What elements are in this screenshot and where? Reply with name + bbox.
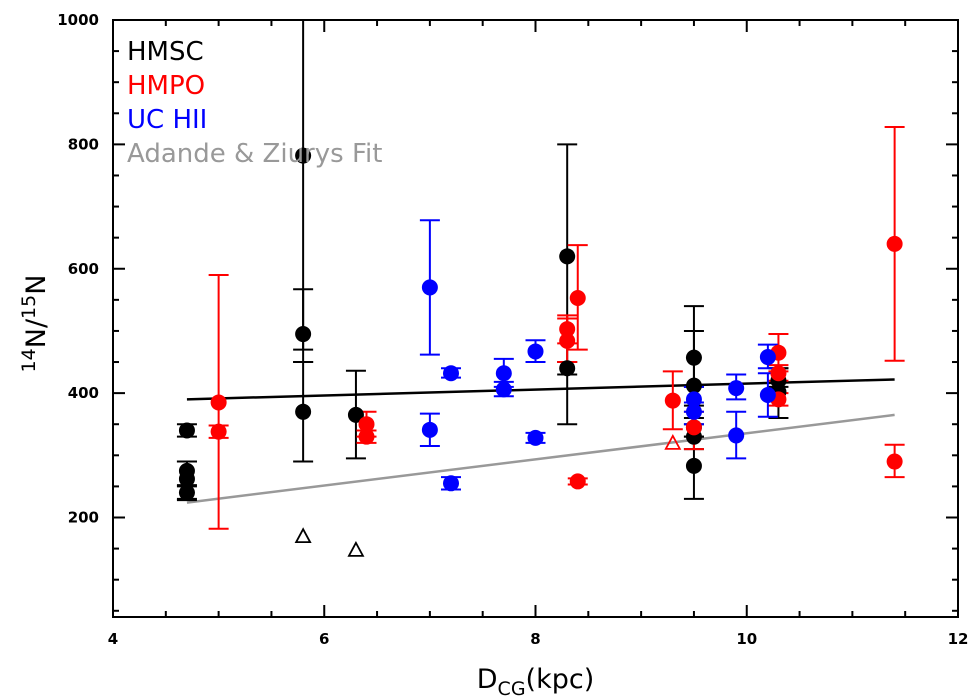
data-point — [210, 394, 227, 411]
data-point — [685, 391, 702, 408]
data-point — [559, 321, 576, 338]
data-point — [759, 386, 776, 403]
legend: HMSC HMPO UC HII Adande & Ziurys Fit — [127, 37, 382, 169]
data-point — [295, 403, 312, 420]
tick-labels: 4 6 8 10 12 200 400 600 800 1000 — [57, 11, 968, 648]
data-point — [664, 392, 681, 409]
legend-entry: UC HII — [127, 105, 207, 135]
data-point — [685, 403, 702, 420]
y-tick-label: 800 — [68, 135, 99, 153]
x-tick-label: 4 — [108, 630, 118, 648]
data-point — [685, 419, 702, 436]
data-point — [295, 326, 312, 343]
data-point — [178, 422, 195, 439]
legend-entry: HMSC — [127, 37, 204, 67]
fit-line — [186, 413, 895, 504]
data-point — [886, 235, 903, 252]
data-point — [295, 147, 312, 164]
open-triangle — [347, 540, 365, 557]
y-tick-label: 600 — [68, 260, 99, 278]
data-point — [178, 484, 195, 501]
data-point — [685, 457, 702, 474]
legend-entry: Adande & Ziurys Fit — [127, 139, 382, 169]
data-point — [559, 248, 576, 265]
data-point — [347, 406, 364, 423]
data-point — [443, 475, 459, 492]
x-axis-title: DCG(kpc) — [477, 664, 594, 697]
data-point — [421, 279, 438, 296]
data-point — [559, 360, 576, 377]
data-point — [495, 365, 512, 382]
y-axis-title: 14N/15N — [18, 275, 52, 373]
data-point — [358, 428, 375, 445]
data-point — [358, 416, 375, 433]
data-point — [886, 453, 903, 470]
data-point — [559, 332, 576, 349]
x-tick-label: 6 — [319, 630, 329, 648]
data-point — [421, 421, 438, 438]
open-triangle — [664, 433, 682, 450]
data-point — [443, 365, 459, 382]
data-point — [728, 380, 745, 397]
data-points — [178, 147, 903, 501]
data-point — [569, 289, 586, 306]
legend-entry: HMPO — [127, 71, 205, 101]
data-point — [527, 343, 544, 360]
y-tick-label: 200 — [68, 509, 99, 527]
data-point — [178, 462, 195, 479]
axis-ticks — [112, 19, 959, 617]
x-tick-label: 12 — [948, 630, 969, 648]
y-tick-label: 400 — [68, 384, 99, 402]
open-triangle-markers — [294, 433, 682, 557]
open-triangle — [294, 527, 312, 544]
data-point — [685, 349, 702, 366]
x-tick-label: 10 — [736, 630, 757, 648]
x-tick-label: 8 — [530, 630, 540, 648]
data-point — [770, 365, 787, 382]
data-point — [210, 423, 227, 440]
y-tick-label: 1000 — [57, 11, 99, 29]
data-point — [495, 381, 512, 398]
data-point — [569, 473, 586, 490]
data-point — [685, 377, 702, 394]
data-point — [527, 429, 544, 446]
data-point — [728, 427, 745, 444]
data-point — [759, 349, 776, 366]
